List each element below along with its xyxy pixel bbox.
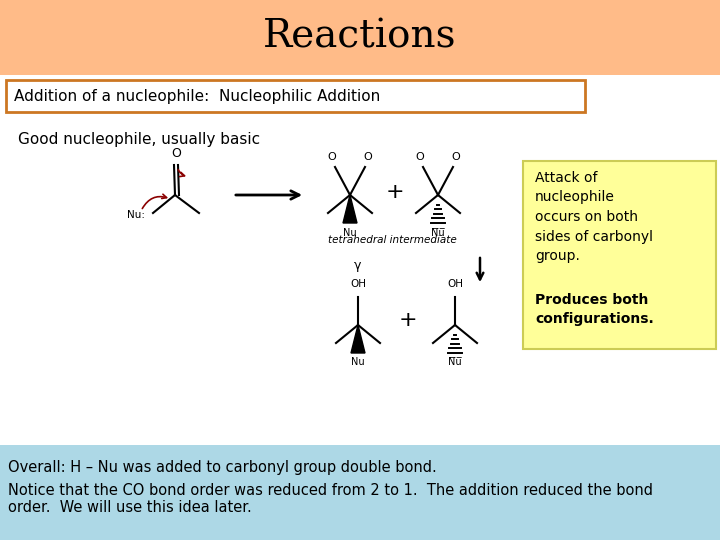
Text: Nu:: Nu: (127, 210, 145, 220)
Text: tetrahedral intermediate: tetrahedral intermediate (328, 235, 456, 245)
Text: +: + (399, 310, 418, 330)
Text: Addition of a nucleophile:  Nucleophilic Addition: Addition of a nucleophile: Nucleophilic … (14, 89, 380, 104)
Bar (0, 0, 720, 75)
Text: N̅u̅: N̅u̅ (448, 357, 462, 367)
Polygon shape (343, 195, 357, 223)
FancyArrowPatch shape (143, 194, 166, 208)
Text: Notice that the CO bond order was reduced from 2 to 1.  The addition reduced the: Notice that the CO bond order was reduce… (8, 483, 653, 515)
Text: Overall: H – Nu was added to carbonyl group double bond.: Overall: H – Nu was added to carbonyl gr… (8, 460, 437, 475)
Text: Nu: Nu (351, 357, 365, 367)
Text: O: O (364, 152, 372, 162)
FancyBboxPatch shape (6, 80, 585, 112)
FancyArrowPatch shape (178, 170, 184, 177)
Text: O: O (451, 152, 460, 162)
Text: N̅u̅: N̅u̅ (431, 228, 445, 238)
Text: γ: γ (354, 259, 361, 272)
Text: O: O (171, 147, 181, 160)
Text: +: + (386, 182, 405, 202)
Text: OH: OH (447, 279, 463, 289)
Text: Produces both
configurations.: Produces both configurations. (535, 293, 654, 327)
Text: Nu: Nu (343, 228, 357, 238)
Text: Reactions: Reactions (264, 19, 456, 56)
Bar (0, 445, 720, 540)
Polygon shape (351, 325, 365, 353)
Text: Good nucleophile, usually basic: Good nucleophile, usually basic (18, 132, 260, 147)
Text: OH: OH (350, 279, 366, 289)
FancyBboxPatch shape (523, 161, 716, 349)
Text: O: O (415, 152, 424, 162)
Text: O: O (328, 152, 336, 162)
Text: Attack of
nucleophile
occurs on both
sides of carbonyl
group.: Attack of nucleophile occurs on both sid… (535, 171, 653, 263)
